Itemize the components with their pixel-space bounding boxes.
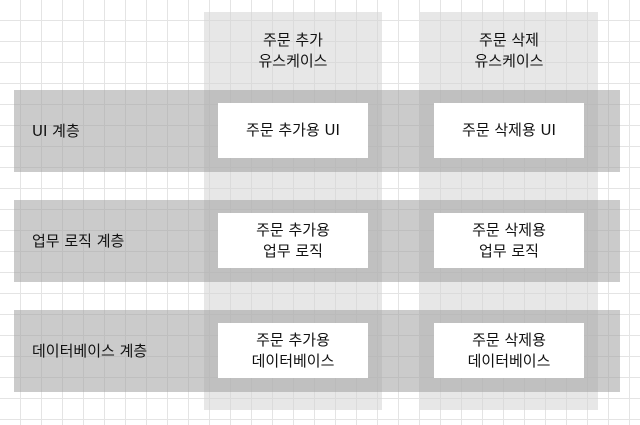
cell-logic-delete-order: 주문 삭제용 업무 로직	[434, 213, 584, 268]
layer-label: UI 계층	[32, 122, 80, 140]
cell-ui-add-order: 주문 추가용 UI	[218, 103, 368, 158]
cell-db-add-order: 주문 추가용 데이터베이스	[218, 323, 368, 378]
usecase-title: 주문 삭제 유스케이스	[474, 31, 544, 70]
usecase-title: 주문 추가 유스케이스	[258, 31, 328, 70]
cell-db-delete-order: 주문 삭제용 데이터베이스	[434, 323, 584, 378]
cell-logic-add-order: 주문 추가용 업무 로직	[218, 213, 368, 268]
layer-label: 데이터베이스 계층	[32, 342, 148, 360]
cell-ui-delete-order: 주문 삭제용 UI	[434, 103, 584, 158]
layer-label: 업무 로직 계층	[32, 232, 125, 250]
